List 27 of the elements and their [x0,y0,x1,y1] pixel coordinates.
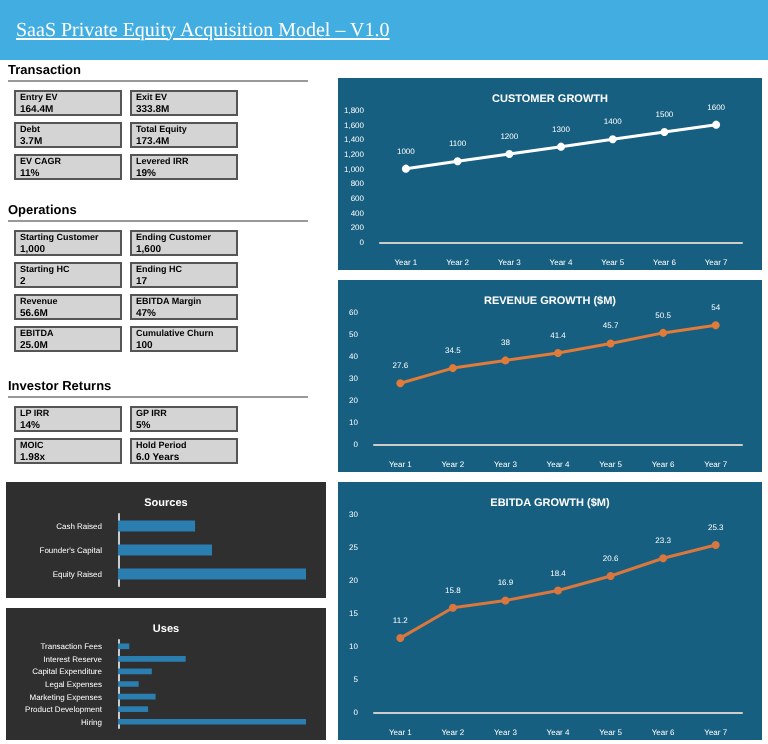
point [448,603,457,612]
point [660,128,669,136]
bar [118,681,139,687]
point [396,379,405,388]
point [554,586,562,595]
point [712,120,721,129]
bar [118,643,130,650]
bar [118,706,149,712]
point [711,541,720,550]
point [659,554,668,563]
point [396,634,405,643]
point [401,164,410,173]
point [659,328,668,337]
point [608,135,617,144]
point [606,339,615,348]
point [554,348,562,357]
point [505,150,514,158]
point [711,321,720,330]
point [606,572,615,581]
point [501,356,510,365]
bar [118,656,186,662]
point [501,596,510,605]
point [557,142,566,151]
bar [118,718,306,725]
text: SaaS Private Equity Acquisition Model – V1.0 [16,19,390,41]
point [448,364,457,373]
point [453,157,462,166]
